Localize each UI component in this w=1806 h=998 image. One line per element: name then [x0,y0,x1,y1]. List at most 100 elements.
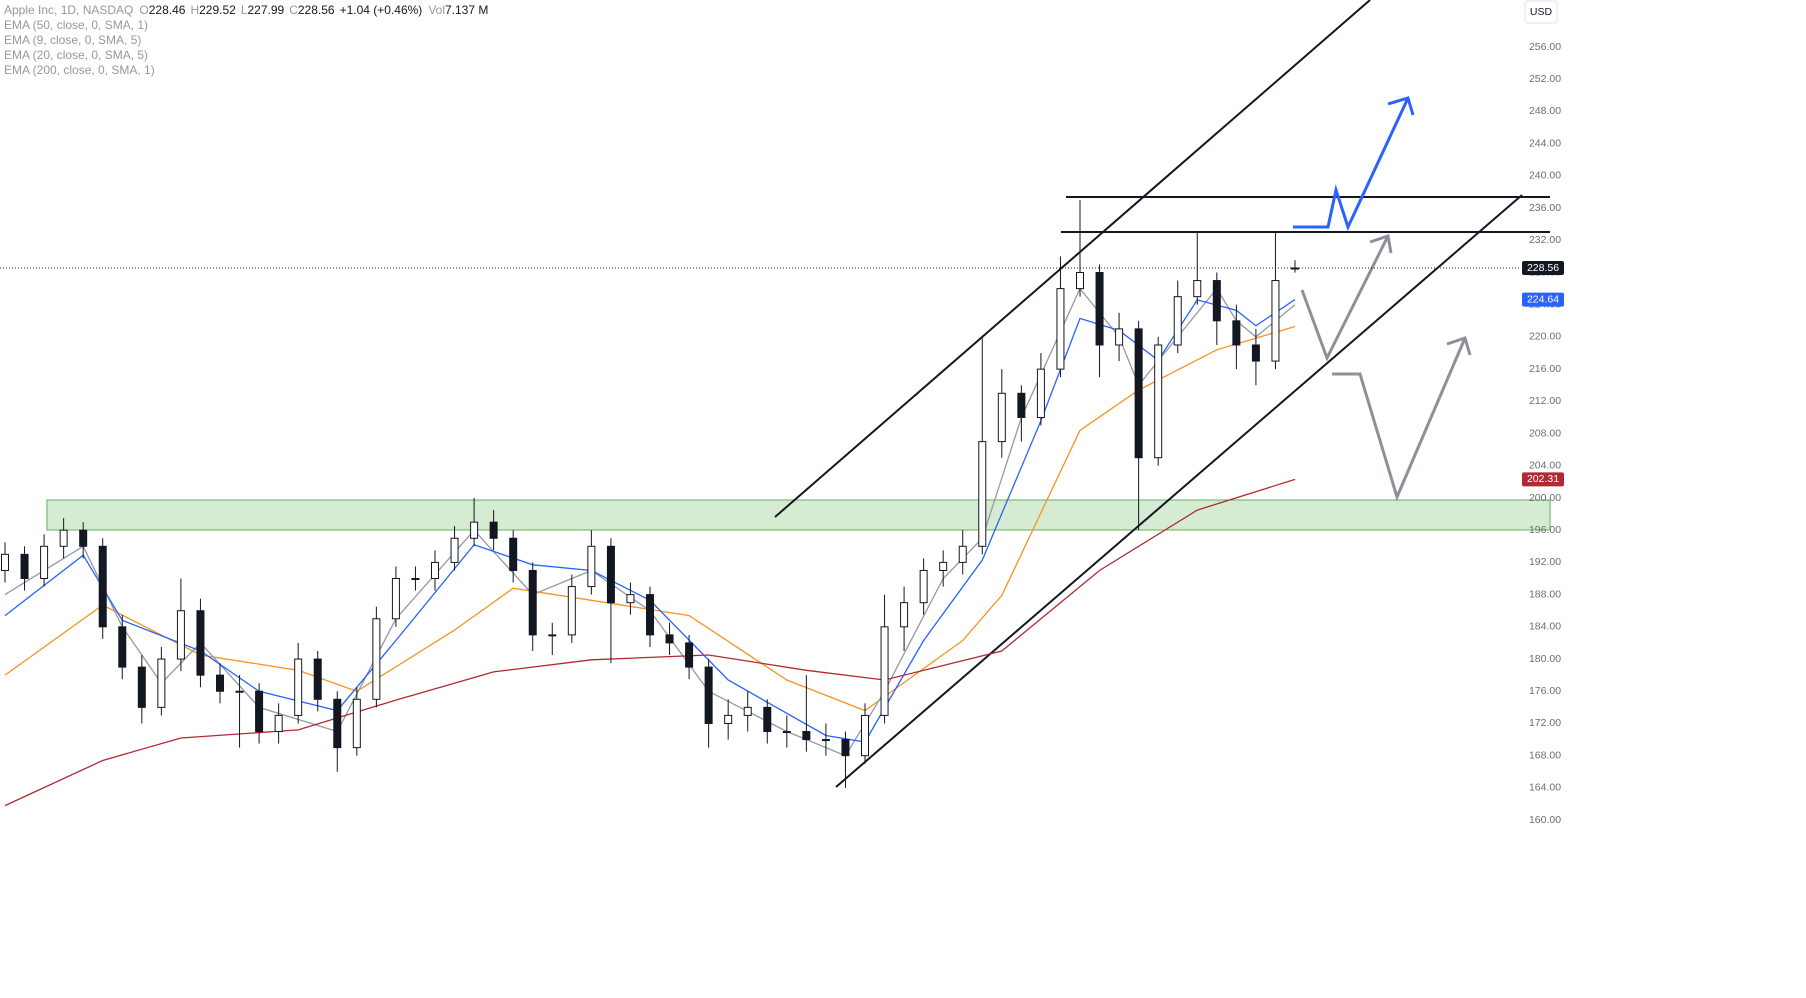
candle-body [1134,328,1143,459]
y-tick-label: 232.00 [1529,234,1561,246]
candle-body [587,545,596,588]
candle-body [1193,280,1202,298]
y-tick-label: 212.00 [1529,395,1561,407]
y-tick-label: 220.00 [1529,331,1561,343]
candle-body [646,594,654,636]
candle-body [861,714,869,757]
candle-body [704,666,713,724]
candle-body [372,618,381,700]
candle-body [79,529,88,547]
candle-body [665,634,674,644]
candle-body [606,545,615,604]
y-tick-label: 256.00 [1529,41,1561,53]
candle-body [567,586,576,636]
candle-body [1212,280,1221,322]
y-tick-label: 204.00 [1529,460,1561,472]
candle-body [743,706,752,716]
support-zone [46,499,1551,531]
candle-body [685,642,694,668]
price-badge [1522,292,1564,307]
legend-text: +1.04 (+0.46%) [340,3,423,17]
candle-body [294,658,303,716]
candle-body [1291,267,1299,270]
legend: Apple Inc, 1D, NASDAQ O 228.46 H 229.52 L 227.… [4,3,488,77]
price-axis: USD 256.00 252.00 248.00 244.00 240.00 236.00… [1522,0,1564,826]
candle-body [724,714,733,724]
candle-body [196,610,205,676]
candle-body [978,441,987,547]
candle-body [391,578,400,620]
candle-body [20,553,29,580]
legend-text: C [289,3,298,17]
candle-body [802,731,811,741]
candle-body [98,545,107,628]
price-badge-label: 228.56 [1527,262,1559,274]
candle-body [411,578,420,581]
currency: USD [1530,6,1553,18]
y-tick-label: 176.00 [1529,685,1561,697]
y-tick-label: 188.00 [1529,588,1561,600]
candle-body [880,626,889,716]
channel-lower [835,194,1523,788]
candle-body [782,731,791,734]
candle-body [216,674,224,692]
projection-arrow [1293,97,1410,232]
candle-body [1173,296,1182,346]
price-badge [1522,260,1564,275]
y-tick-label: 252.00 [1529,73,1561,85]
legend-text: L [241,3,248,17]
candle-body [1076,272,1084,290]
candle-body [176,610,185,660]
legend-text: Apple Inc, 1D, NASDAQ [4,3,133,17]
candle-body [626,594,635,604]
legend-text: H [190,3,199,17]
indicator-label: EMA (50, close, 0, SMA, 1) [4,18,148,32]
y-tick-label: 208.00 [1529,427,1561,439]
y-tick-label: 244.00 [1529,137,1561,149]
candle-body [1115,328,1124,346]
candle-body [1232,320,1241,346]
y-tick-label: 216.00 [1529,363,1561,375]
legend-text: 228.46 [149,3,186,17]
ema-line [4,478,1296,807]
candle-body [40,545,49,580]
candle-body [450,537,459,563]
y-tick-label: 168.00 [1529,749,1561,761]
price-badge [1522,472,1564,487]
candle-body [470,521,479,539]
y-tick-label: 248.00 [1529,105,1561,117]
y-tick-label: 184.00 [1529,621,1561,633]
projection-arrow [1300,235,1390,362]
y-tick-label: 192.00 [1529,556,1561,568]
drawings [46,0,1551,788]
legend-text: O [139,3,148,17]
candle-body [939,561,948,571]
candle-body [841,739,850,757]
candle-body [274,714,283,733]
candle-body [255,690,264,733]
legend-text: 7.137 M [445,3,488,17]
candle-body [1271,280,1280,362]
y-tick-label: 172.00 [1529,717,1561,729]
arrow-head [1369,234,1393,254]
arrow-head [1387,96,1415,116]
legend-text: Vol [428,3,445,17]
price-badge-label: 202.31 [1527,473,1559,485]
y-tick-label: 164.00 [1529,782,1561,794]
candle-body [1056,288,1065,370]
channel-upper [774,0,1371,518]
candle-body [157,658,166,708]
candle-body [509,537,518,571]
candle-body [1251,344,1260,362]
candle-body [763,706,772,733]
candle-body [900,602,909,628]
indicator-label: EMA (200, close, 0, SMA, 1) [4,63,155,77]
y-tick-label: 196.00 [1529,524,1561,536]
candle-body [489,521,498,539]
candle-body [1017,392,1026,418]
ema-line [4,325,1296,712]
legend-text: 228.56 [298,3,335,17]
legend-text: 227.99 [248,3,285,17]
ema-line [4,299,1296,743]
candle-body [333,698,342,749]
